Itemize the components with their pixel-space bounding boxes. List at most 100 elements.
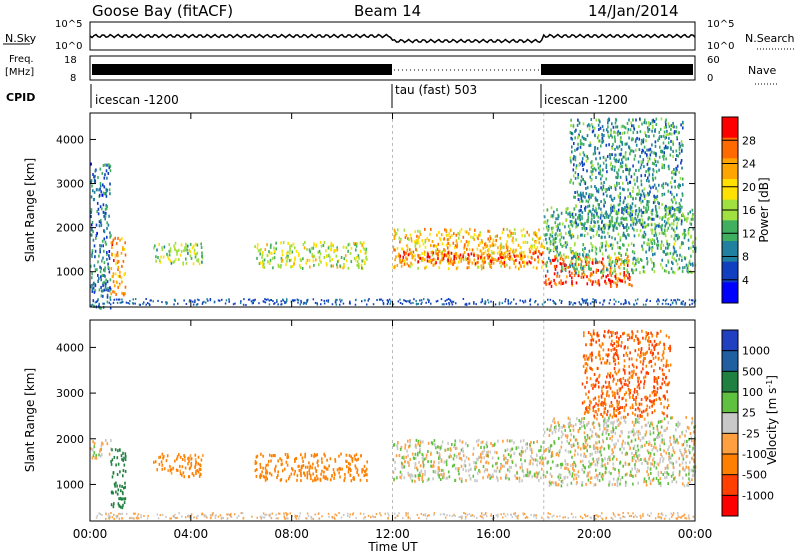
echo-cell [462,253,465,257]
echo-cell [600,445,603,449]
echo-cell [664,213,667,217]
echo-cell [282,241,285,244]
echo-cell [108,214,110,218]
echo-cell [414,452,417,456]
echo-cell [513,298,515,301]
echo-cell [170,471,173,475]
echo-cell [263,258,266,262]
echo-cell [636,468,639,472]
echo-cell [422,463,425,467]
echo-cell [415,438,418,442]
echo-cell [605,427,607,431]
echo-cell [570,131,573,135]
echo-cell [110,292,112,296]
echo-cell [623,155,625,159]
echo-cell [673,242,676,246]
echo-cell [448,475,451,479]
echo-cell [543,301,545,304]
echo-cell [459,439,461,443]
echo-cell [404,446,406,450]
echo-cell [670,198,673,202]
echo-cell [600,227,603,231]
echo-cell [255,474,258,478]
echo-cell [467,457,470,461]
echo-cell [406,262,408,266]
echo-cell [190,464,193,468]
echo-cell [588,465,590,469]
echo-cell [567,467,570,471]
echo-cell [622,234,624,238]
echo-cell [458,233,461,237]
echo-cell [663,166,665,170]
echo-cell [254,245,256,249]
echo-cell [534,231,536,235]
echo-cell [195,460,197,464]
echo-cell [445,233,448,237]
colorbar-swatch [722,158,738,180]
echo-cell [553,258,556,262]
echo-cell [504,476,507,480]
echo-cell [613,455,615,459]
echo-cell [502,246,505,250]
echo-cell [663,449,665,453]
echo-cell [603,181,605,184]
echo-cell [524,459,526,463]
echo-cell [288,259,291,263]
beam-title: Beam 14 [354,2,421,20]
echo-cell [649,452,652,456]
echo-cell [536,246,539,249]
echo-cell [296,474,299,478]
echo-cell [692,446,694,450]
echo-cell [437,473,439,477]
echo-cell [259,473,262,477]
echo-cell [587,205,589,209]
echo-cell [179,455,182,459]
echo-cell [577,215,579,219]
echo-cell [600,241,603,245]
echo-cell [631,284,633,288]
echo-cell [655,207,657,211]
echo-cell [639,271,641,275]
echo-cell [488,255,490,259]
echo-cell [420,259,423,262]
echo-cell [647,473,650,477]
freq-left-tick-bottom: 8 [70,73,76,84]
echo-cell [573,195,575,199]
echo-cell [421,256,423,260]
echo-cell [539,251,541,255]
echo-cell [463,246,465,250]
echo-cell [271,256,274,260]
echo-cell [664,234,667,238]
echo-cell [158,456,160,459]
echo-cell [90,447,92,451]
echo-cell [430,227,432,231]
echo-cell [410,236,413,240]
echo-cell [451,464,454,468]
colorbar-tick-label: 12 [742,227,756,240]
echo-cell [655,214,658,218]
echo-cell [312,479,314,483]
echo-cell [586,134,589,138]
echo-cell [624,196,626,200]
echo-cell [636,420,639,424]
echo-cell [548,250,551,254]
echo-cell [689,432,692,435]
echo-cell [637,298,639,301]
echo-cell [602,257,604,261]
echo-cell [624,156,627,160]
echo-cell [353,256,356,260]
echo-cell [399,240,401,244]
echo-cell [286,256,289,260]
echo-cell [111,475,114,479]
echo-cell [590,476,593,480]
echo-cell [545,448,547,451]
echo-cell [657,471,660,474]
echo-cell [432,470,435,474]
echo-cell [606,170,608,174]
echo-cell [562,236,565,240]
echo-cell [528,233,530,237]
echo-cell [491,444,494,448]
echo-cell [598,472,601,476]
echo-cell [637,433,639,437]
echo-cell [606,212,608,216]
